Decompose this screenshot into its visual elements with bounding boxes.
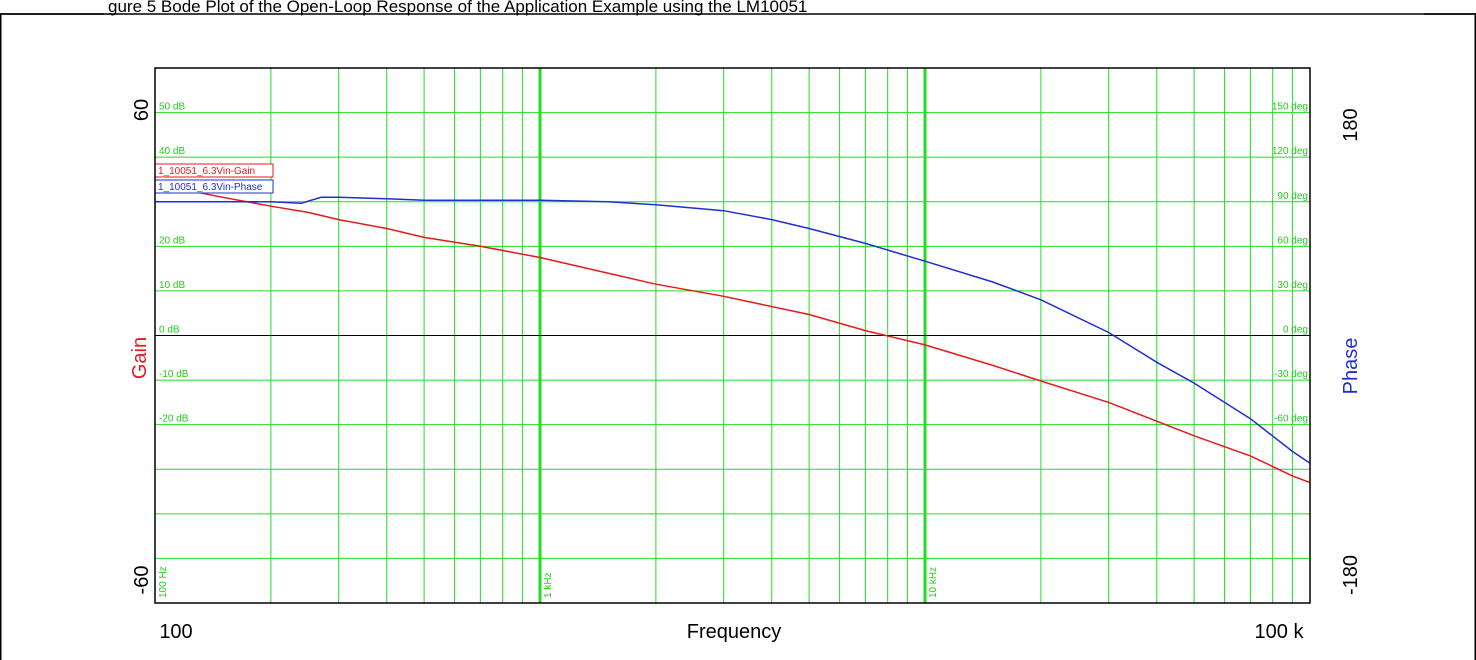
phase-grid-label: -30 deg <box>1274 369 1308 380</box>
grid-labels: 50 dB 40 dB 20 dB 10 dB 0 dB -10 dB -20 dB 150 … <box>158 102 1308 598</box>
series-layer <box>154 183 1311 484</box>
legend: 1_10051_6.3Vin-Gain 1_10051_6.3Vin-Phase <box>154 163 274 194</box>
phase-axis-max-tick: 180 <box>1340 108 1362 141</box>
gain-grid-label: 20 dB <box>159 235 185 246</box>
gain-axis-min-tick: -60 <box>131 566 153 595</box>
gain-axis-title: Gain <box>129 337 151 379</box>
gain-grid-label: -10 dB <box>159 369 189 380</box>
phase-grid-label: 0 deg <box>1283 325 1308 336</box>
gain-series-line <box>154 183 1311 484</box>
phase-grid-label: 60 deg <box>1277 235 1308 246</box>
frequency-grid-label: 10 kHz <box>928 567 939 598</box>
gain-grid-label: 50 dB <box>159 102 185 113</box>
phase-grid-label: 30 deg <box>1277 280 1308 291</box>
frequency-grid-label: 1 kHz <box>543 572 554 598</box>
phase-grid-label: 120 deg <box>1272 146 1308 157</box>
figure-caption: gure 5 Bode Plot of the Open-Loop Respon… <box>108 0 807 16</box>
phase-grid-label: -60 deg <box>1274 414 1308 425</box>
legend-entry: 1_10051_6.3Vin-Phase <box>158 182 263 193</box>
gain-grid-label: 0 dB <box>159 325 180 336</box>
plot-frame <box>154 67 1311 604</box>
x-axis-min-tick: 100 <box>159 621 192 643</box>
gain-axis-max-tick: 60 <box>131 99 153 121</box>
phase-axis-title: Phase <box>1340 338 1362 395</box>
legend-entry: 1_10051_6.3Vin-Gain <box>158 166 255 177</box>
x-axis-title: Frequency <box>687 621 782 643</box>
phase-axis-min-tick: -180 <box>1340 555 1362 595</box>
phase-grid-label: 90 deg <box>1277 191 1308 202</box>
grid <box>154 67 1311 604</box>
gain-grid-label: 10 dB <box>159 280 185 291</box>
x-axis-max-tick: 100 k <box>1255 621 1305 643</box>
gain-grid-label: 40 dB <box>159 146 185 157</box>
phase-grid-label: 150 deg <box>1272 102 1308 113</box>
axes: 60 -60 Gain 180 -180 Phase 100 100 k Frequency <box>129 67 1362 643</box>
frequency-grid-label: 100 Hz <box>158 566 169 598</box>
gain-grid-label: -20 dB <box>159 414 189 425</box>
figure-frame <box>0 13 1476 660</box>
phase-series-line <box>155 196 1311 464</box>
